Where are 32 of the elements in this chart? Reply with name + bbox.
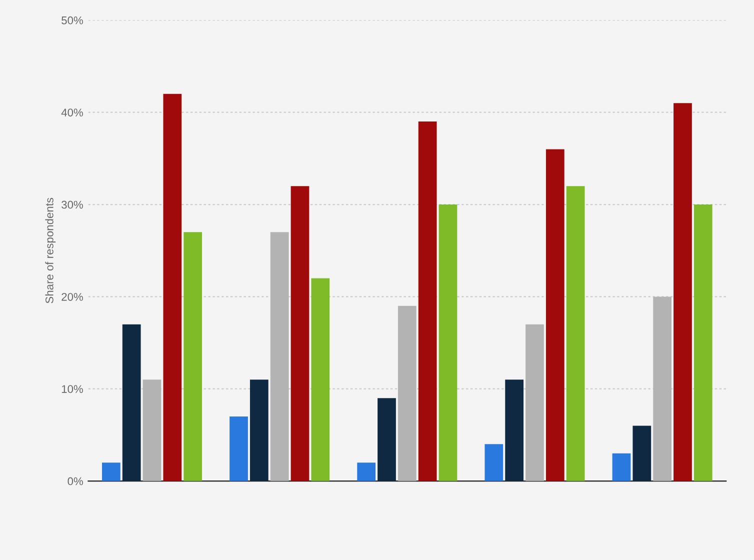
bar — [163, 94, 182, 482]
bar — [632, 426, 652, 482]
bar — [230, 416, 248, 482]
bar — [505, 380, 524, 482]
bar — [653, 296, 672, 482]
bar — [546, 149, 564, 482]
bar — [612, 453, 631, 482]
y-tick-label: 50% — [62, 16, 83, 24]
bar — [290, 186, 310, 482]
y-tick-label: 30% — [62, 200, 83, 209]
bar — [311, 278, 330, 482]
y-tick-label: 0% — [68, 477, 83, 486]
bar — [270, 232, 289, 482]
y-tick-label: 40% — [61, 108, 83, 116]
bar — [102, 462, 120, 482]
bar — [566, 186, 585, 482]
bar — [398, 306, 416, 482]
bar — [526, 324, 544, 482]
bar — [438, 204, 458, 482]
bar — [357, 462, 376, 482]
y-tick-label: 20% — [62, 292, 83, 301]
bar — [142, 380, 162, 482]
bar — [484, 444, 504, 482]
bar — [378, 398, 396, 482]
y-axis-title: Share of respondents — [45, 198, 56, 304]
bar — [674, 103, 692, 482]
bar — [250, 380, 268, 482]
bar — [122, 324, 141, 482]
bar — [418, 122, 437, 482]
y-tick-label: 10% — [62, 385, 83, 393]
bar — [184, 232, 202, 482]
bar — [694, 204, 712, 482]
